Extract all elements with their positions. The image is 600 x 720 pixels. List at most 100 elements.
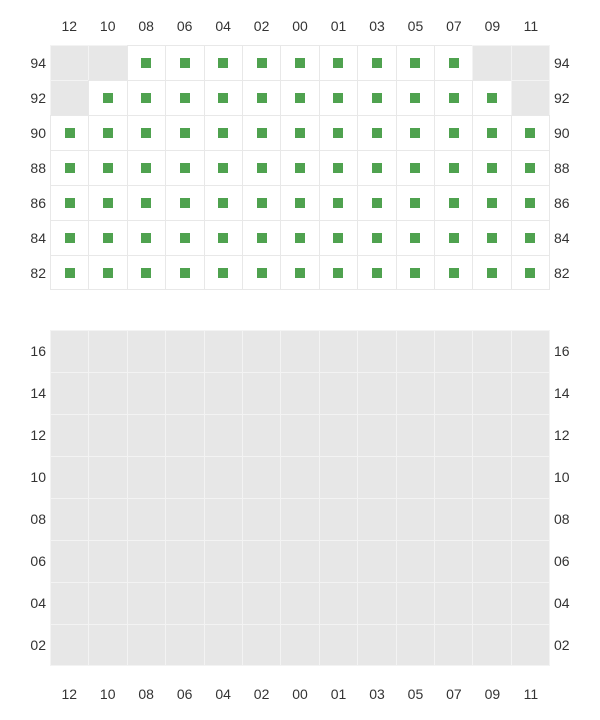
grid-cell [204, 414, 242, 456]
grid-row [50, 456, 550, 498]
grid-cell [434, 414, 472, 456]
grid-cell [434, 372, 472, 414]
column-header: 11 [512, 684, 550, 704]
grid-cell [319, 456, 357, 498]
grid-cell [50, 255, 88, 290]
marker [372, 163, 382, 173]
grid-cell [165, 414, 203, 456]
marker [295, 93, 305, 103]
grid-cell [357, 540, 395, 582]
row-label: 94 [554, 45, 584, 80]
marker [257, 128, 267, 138]
grid-cell [280, 185, 318, 220]
grid-cell [319, 498, 357, 540]
grid-row [50, 624, 550, 666]
column-header: 02 [242, 16, 280, 36]
grid-cell [472, 220, 510, 255]
grid-cell [511, 540, 550, 582]
row-label: 06 [16, 540, 46, 582]
row-label: 02 [16, 624, 46, 666]
grid-cell [165, 372, 203, 414]
grid-row [50, 115, 550, 150]
grid-cell [204, 220, 242, 255]
marker [410, 128, 420, 138]
grid-cell [280, 624, 318, 666]
grid-cell [127, 624, 165, 666]
marker [141, 93, 151, 103]
grid-cell [204, 150, 242, 185]
top-panel-row-labels-right: 94929088868482 [554, 45, 584, 290]
grid-cell [434, 45, 472, 80]
marker [257, 58, 267, 68]
grid-cell [357, 330, 395, 372]
grid-cell [165, 540, 203, 582]
marker [65, 163, 75, 173]
marker [333, 268, 343, 278]
marker [218, 163, 228, 173]
grid-cell [50, 115, 88, 150]
row-label: 92 [554, 80, 584, 115]
marker [525, 163, 535, 173]
grid-cell [319, 414, 357, 456]
marker [65, 268, 75, 278]
grid-cell [396, 115, 434, 150]
grid-cell [127, 255, 165, 290]
grid-cell [319, 45, 357, 80]
bottom-panel-grid [50, 330, 550, 666]
grid-cell [511, 624, 550, 666]
grid-cell [396, 456, 434, 498]
grid-cell [319, 540, 357, 582]
grid-cell [280, 255, 318, 290]
row-label: 92 [16, 80, 46, 115]
grid-cell [50, 80, 88, 115]
marker [218, 93, 228, 103]
column-header: 08 [127, 16, 165, 36]
grid-cell [204, 582, 242, 624]
grid-row [50, 498, 550, 540]
grid-cell [127, 540, 165, 582]
marker [333, 128, 343, 138]
grid-cell [242, 45, 280, 80]
row-label: 90 [554, 115, 584, 150]
column-header-row-bottom: 12100806040200010305070911 [50, 684, 550, 704]
marker [372, 128, 382, 138]
grid-cell [472, 255, 510, 290]
grid-cell [472, 185, 510, 220]
marker [103, 268, 113, 278]
grid-cell [319, 115, 357, 150]
marker [372, 93, 382, 103]
marker [525, 268, 535, 278]
grid-cell [242, 624, 280, 666]
grid-cell [204, 255, 242, 290]
grid-cell [242, 498, 280, 540]
bottom-panel: 1614121008060402 1614121008060402 [50, 330, 550, 666]
grid-cell [204, 498, 242, 540]
row-label: 16 [16, 330, 46, 372]
marker [487, 163, 497, 173]
marker [449, 163, 459, 173]
marker [180, 198, 190, 208]
grid-cell [319, 624, 357, 666]
row-label: 84 [16, 220, 46, 255]
marker [180, 233, 190, 243]
grid-cell [511, 372, 550, 414]
marker [449, 268, 459, 278]
column-header: 01 [319, 16, 357, 36]
grid-cell [127, 45, 165, 80]
column-header: 12 [50, 684, 88, 704]
marker [218, 198, 228, 208]
column-header: 04 [204, 684, 242, 704]
grid-row [50, 414, 550, 456]
grid-cell [242, 255, 280, 290]
grid-cell [88, 115, 126, 150]
grid-cell [88, 150, 126, 185]
grid-cell [396, 624, 434, 666]
row-label: 04 [554, 582, 584, 624]
marker [487, 268, 497, 278]
grid-cell [204, 540, 242, 582]
grid-cell [280, 45, 318, 80]
grid-cell [396, 185, 434, 220]
grid-row [50, 372, 550, 414]
grid-cell [434, 498, 472, 540]
grid-cell [357, 624, 395, 666]
